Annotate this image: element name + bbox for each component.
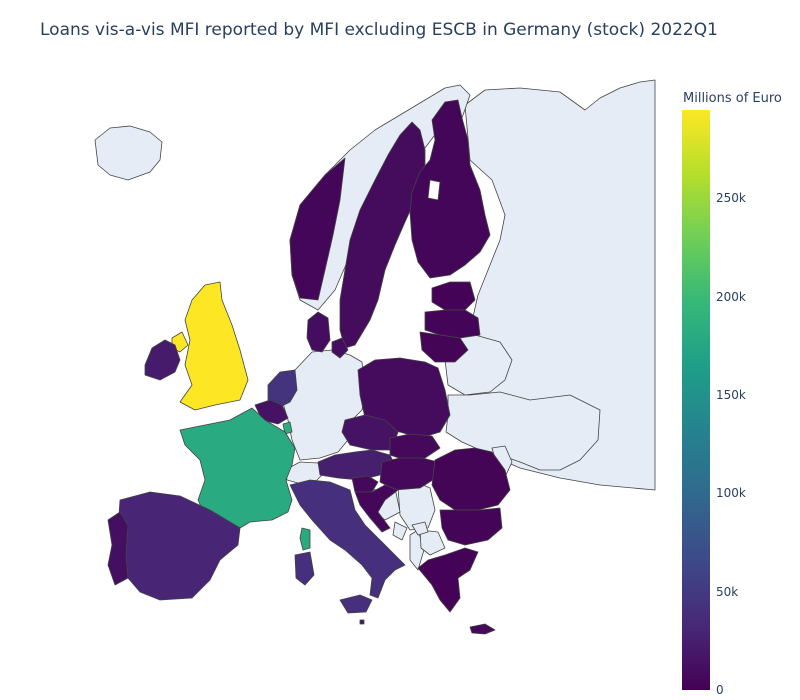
country-luxembourg — [282, 421, 293, 435]
colorbar-gradient — [682, 110, 710, 690]
country-denmark — [331, 337, 349, 359]
country-hungary — [379, 457, 439, 491]
country-slovakia — [389, 433, 441, 461]
colorbar-tick-label: 200k — [716, 289, 746, 304]
country-cyprus — [469, 623, 496, 635]
country-ireland — [144, 339, 181, 381]
country-portugal — [107, 511, 129, 586]
country-italy — [289, 479, 406, 599]
country-italy — [339, 594, 373, 614]
country-iceland — [94, 125, 163, 181]
map-title: Loans vis-a-vis MFI reported by MFI excl… — [40, 20, 718, 40]
country-norway — [289, 157, 346, 301]
country-lithuania — [419, 331, 469, 363]
country-latvia — [424, 309, 481, 339]
country-estonia — [431, 281, 476, 311]
colorbar-tick-label: 0 — [716, 683, 724, 697]
country-russia — [464, 79, 656, 491]
colorbar-tick-label: 50k — [716, 584, 739, 599]
country-montenegro — [392, 521, 408, 541]
country-bulgaria — [439, 507, 503, 546]
colorbar-title: Millions of Euro — [683, 91, 782, 106]
colorbar-tick-label: 150k — [716, 388, 746, 403]
country-france — [299, 527, 311, 551]
country-france — [179, 407, 296, 529]
country-united-kingdom — [179, 281, 249, 411]
colorbar-tick-label: 100k — [716, 486, 746, 501]
country-slovenia — [351, 475, 379, 493]
country-north-macedonia — [419, 529, 446, 556]
country-kosovo — [411, 521, 429, 536]
country-italy — [294, 551, 315, 586]
colorbar — [682, 110, 710, 690]
country-croatia — [354, 484, 399, 533]
country-malta — [359, 619, 365, 625]
colorbar-tick-label: 250k — [716, 191, 746, 206]
country-denmark — [306, 311, 331, 353]
country-romania — [431, 447, 511, 511]
country-switzerland — [284, 461, 326, 484]
country-finland — [409, 99, 491, 279]
country-finland-lakehole — [427, 179, 441, 201]
country-greece — [417, 547, 479, 613]
